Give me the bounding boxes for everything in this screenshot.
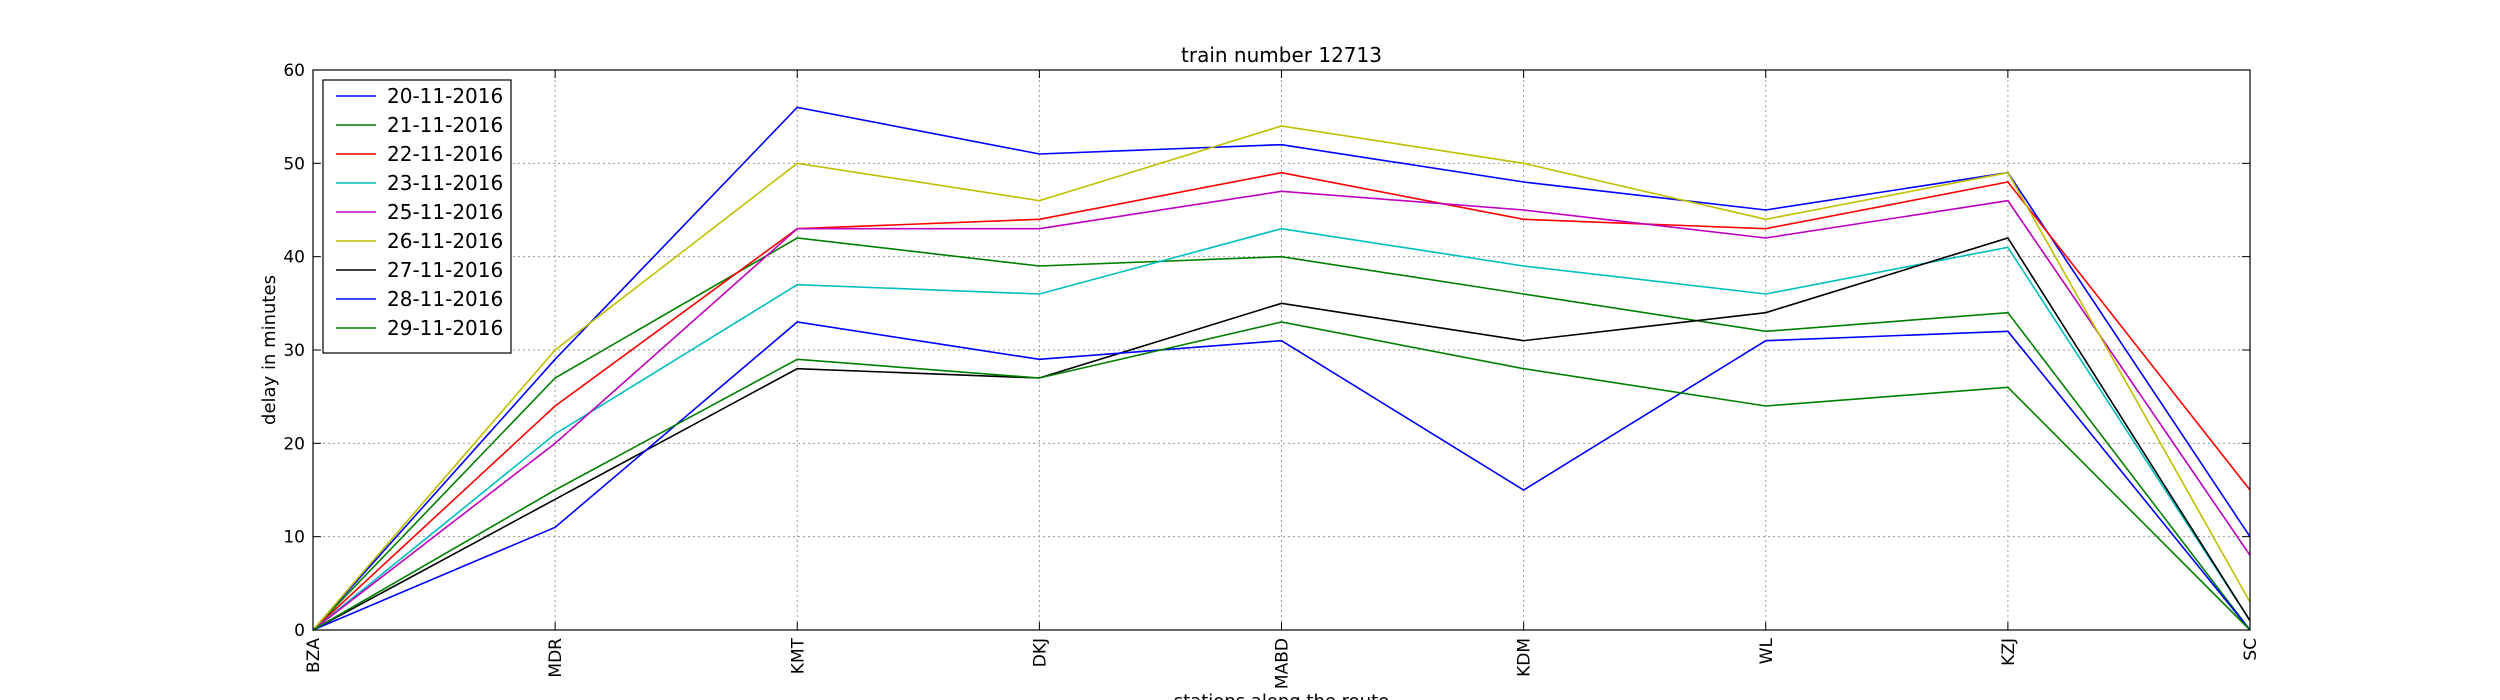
legend-label: 29-11-2016 [387,316,503,340]
legend-label: 21-11-2016 [387,113,503,137]
chart-title: train number 12713 [1181,43,1382,67]
axis-ticks: 0 10 20 30 40 50 60 BZA MDR KMT DKJ MABD KDM WL KZJ SC [283,61,2261,689]
series-line [312,190,2251,631]
x-tick-label: KDM [1515,638,1535,677]
series-line [312,106,2251,631]
legend-label: 22-11-2016 [387,142,503,166]
series-line [312,227,2251,631]
y-tick-label: 0 [294,621,305,641]
series-line [312,125,2251,631]
y-tick-label: 10 [283,528,305,548]
legend-label: 25-11-2016 [387,200,503,224]
y-tick-label: 30 [283,341,305,361]
legend-label: 27-11-2016 [387,258,503,282]
legend-label: 26-11-2016 [387,229,503,253]
x-tick-label: KZJ [1999,638,2019,666]
legend-label: 28-11-2016 [387,287,503,311]
y-tick-label: 60 [283,61,305,81]
x-tick-label: KMT [788,637,808,674]
x-tick-label: MABD [1273,638,1293,689]
x-tick-label: BZA [304,638,324,673]
y-tick-label: 50 [283,154,305,174]
x-tick-label: WL [1757,637,1777,664]
series-line [312,321,2251,631]
series-line [312,321,2251,631]
x-tick-label: MDR [546,638,566,678]
x-axis-label: stations along the route [1174,691,1389,700]
x-tick-label: DKJ [1030,638,1050,667]
y-tick-label: 40 [283,248,305,268]
legend: 20-11-2016 21-11-2016 22-11-2016 23-11-2016… [322,79,512,354]
grid [313,70,2250,630]
legend-label: 20-11-2016 [387,84,503,108]
series-lines [312,106,2251,631]
series-line [312,237,2251,631]
x-tick-label: SC [2241,638,2261,661]
series-line [312,237,2251,631]
legend-label: 23-11-2016 [387,171,503,195]
y-axis-label: delay in minutes [259,275,280,425]
y-tick-label: 20 [283,434,305,454]
series-line [312,171,2251,631]
